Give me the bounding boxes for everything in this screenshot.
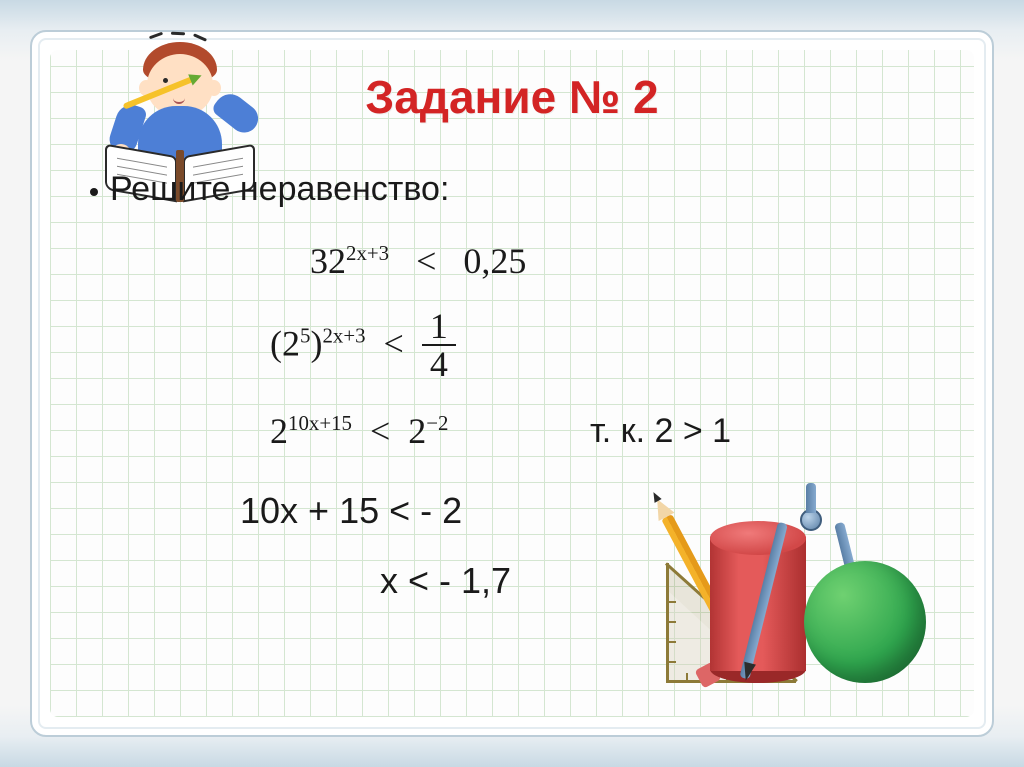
l3-base2: 2 bbox=[408, 411, 426, 451]
l3-exp2: −2 bbox=[426, 411, 448, 435]
math-line-4: 10х + 15 < - 2 bbox=[240, 490, 462, 532]
l3-base1: 2 bbox=[270, 411, 288, 451]
math-line-2: (25)2х+3 < 1 4 bbox=[270, 310, 456, 384]
l2-den: 4 bbox=[422, 346, 456, 382]
task-prompt: Решите неравенство: bbox=[110, 170, 449, 209]
slide-title: Задание № 2 bbox=[50, 70, 974, 124]
l2-rparen: ) bbox=[310, 323, 322, 363]
l1-op: < bbox=[416, 241, 436, 281]
l2-innerexp: 5 bbox=[300, 323, 310, 347]
l2-lparen: (2 bbox=[270, 323, 300, 363]
math-line-1: 322х+3 < 0,25 bbox=[310, 240, 526, 282]
bullet-icon bbox=[90, 188, 98, 196]
l1-rhs: 0,25 bbox=[463, 241, 526, 281]
math-props-illustration bbox=[666, 423, 926, 683]
l3-exp1: 10х+15 bbox=[288, 411, 352, 435]
math-line-3: 210х+15 < 2−2 bbox=[270, 410, 449, 452]
math-line-5: х < - 1,7 bbox=[380, 560, 511, 602]
l2-fraction: 1 4 bbox=[422, 308, 456, 382]
l2-op: < bbox=[384, 323, 404, 363]
l3-op: < bbox=[370, 411, 390, 451]
l2-outerexp: 2х+3 bbox=[322, 323, 365, 347]
l2-num: 1 bbox=[422, 308, 456, 346]
l1-base: 32 bbox=[310, 241, 346, 281]
grid-paper: Задание № 2 Решите неравенство: 322х+3 <… bbox=[50, 50, 974, 717]
l1-exp: 2х+3 bbox=[346, 241, 389, 265]
